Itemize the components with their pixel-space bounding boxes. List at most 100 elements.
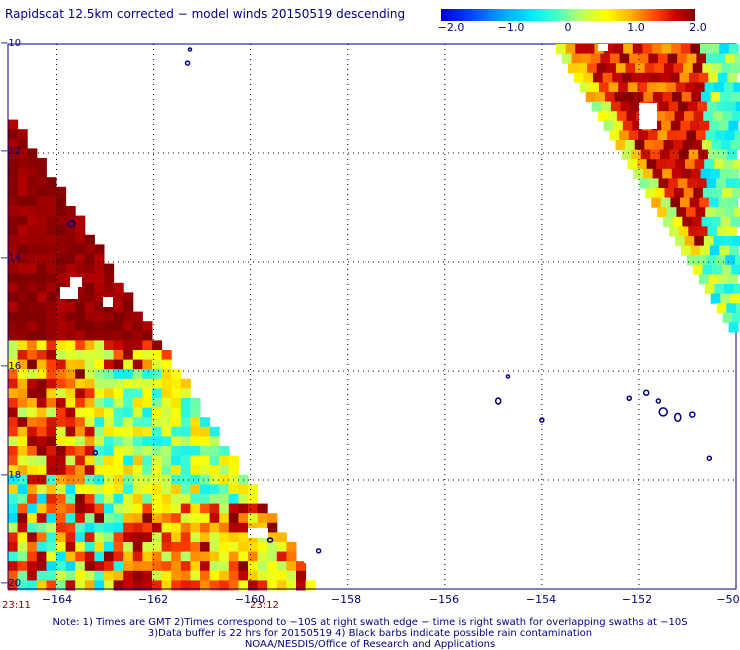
swath-cell bbox=[8, 551, 19, 562]
swath-cell bbox=[684, 236, 695, 247]
swath-cell bbox=[65, 532, 76, 543]
swath-cell bbox=[716, 303, 727, 314]
swath-cell bbox=[113, 340, 124, 351]
swath-cell bbox=[17, 177, 28, 188]
swath-cell bbox=[190, 465, 201, 476]
swath-cell bbox=[142, 378, 153, 389]
swath-cell bbox=[305, 580, 316, 591]
swath-cell bbox=[104, 570, 115, 581]
swath-cell bbox=[701, 216, 712, 227]
swath-cell bbox=[94, 350, 105, 361]
swath-cell bbox=[8, 158, 19, 169]
swath-cell bbox=[36, 206, 47, 217]
swath-cell bbox=[238, 561, 249, 572]
swath-cell bbox=[152, 398, 163, 409]
swath-cell bbox=[238, 503, 249, 514]
swath-cell bbox=[56, 273, 67, 284]
swath-cell bbox=[591, 101, 602, 112]
swath-cell bbox=[46, 513, 57, 524]
swath-cell bbox=[590, 53, 601, 64]
swath-cell bbox=[180, 474, 191, 485]
swath-cell bbox=[666, 207, 677, 218]
swath-cell bbox=[190, 542, 201, 553]
swath-cell bbox=[571, 53, 582, 64]
swath-cell bbox=[27, 311, 38, 322]
swath-cell bbox=[720, 293, 731, 304]
swath-cell bbox=[132, 417, 143, 428]
swath-cell bbox=[8, 436, 19, 447]
swath-cell bbox=[56, 263, 67, 274]
swath-cell bbox=[17, 340, 28, 351]
swath-cell bbox=[8, 570, 19, 581]
swath-cell bbox=[267, 580, 278, 591]
swath-cell bbox=[113, 359, 124, 370]
swath-cell bbox=[687, 101, 698, 112]
swath-cell bbox=[717, 226, 728, 237]
swath-cell bbox=[694, 159, 705, 170]
swath-cell bbox=[615, 63, 627, 74]
swath-cell bbox=[94, 455, 105, 466]
swath-cell bbox=[726, 226, 737, 237]
swath-cell bbox=[180, 532, 191, 543]
swath-cell bbox=[597, 111, 608, 122]
swath-cell bbox=[584, 44, 595, 55]
swath-cell bbox=[152, 378, 163, 389]
swath-cell bbox=[84, 417, 95, 428]
swath-cell bbox=[123, 311, 134, 322]
swath-cell bbox=[660, 197, 671, 208]
swath-cell bbox=[152, 542, 163, 553]
swath-cell bbox=[209, 580, 220, 591]
swath-cell bbox=[706, 178, 717, 189]
swath-cell bbox=[248, 551, 259, 562]
swath-cell bbox=[27, 561, 38, 572]
swath-cell bbox=[27, 388, 38, 399]
time-stamp: 23:11 bbox=[2, 600, 31, 611]
swath-cell bbox=[123, 561, 134, 572]
swath-cell bbox=[8, 244, 19, 255]
swath-cell bbox=[94, 503, 105, 514]
swath-cell bbox=[46, 225, 57, 236]
swath-cell bbox=[642, 44, 653, 55]
swath-cell bbox=[656, 159, 667, 170]
swath-cell bbox=[27, 282, 38, 293]
swath-cell bbox=[132, 551, 143, 562]
swath-cell bbox=[84, 369, 95, 380]
swath-cell bbox=[219, 455, 230, 466]
swath-cell bbox=[65, 398, 76, 409]
swath-cell bbox=[75, 234, 86, 245]
swath-cell bbox=[27, 494, 38, 505]
swath-cell bbox=[132, 455, 143, 466]
swath-cell bbox=[46, 570, 57, 581]
swath-cell bbox=[75, 407, 86, 418]
swath-cell bbox=[65, 321, 76, 332]
swath-cell bbox=[200, 570, 211, 581]
swath-cell bbox=[724, 284, 735, 295]
island-outline bbox=[266, 537, 274, 543]
swath-cell bbox=[17, 254, 28, 265]
swath-cell bbox=[621, 149, 632, 160]
swath-cell bbox=[27, 522, 38, 533]
swath-cell bbox=[715, 130, 726, 141]
swath-cell bbox=[56, 330, 67, 341]
swath-cell bbox=[639, 178, 650, 189]
swath-cell bbox=[676, 130, 687, 141]
swath-cell bbox=[276, 570, 287, 581]
swath-cell bbox=[180, 570, 191, 581]
swath-cell bbox=[94, 311, 105, 322]
swath-cell bbox=[585, 92, 596, 103]
swath-cell bbox=[104, 330, 115, 341]
missing-data-gap bbox=[248, 528, 268, 538]
lon-label: −152 bbox=[621, 593, 653, 606]
swath-cell bbox=[722, 312, 733, 323]
swath-cell bbox=[238, 542, 249, 553]
swath-cell bbox=[257, 551, 268, 562]
swath-cell bbox=[132, 378, 143, 389]
swath-cell bbox=[180, 494, 191, 505]
swath-cell bbox=[8, 206, 19, 217]
swath-cell bbox=[719, 44, 730, 55]
swath-cell bbox=[161, 417, 172, 428]
swath-cell bbox=[647, 130, 659, 141]
swath-cell bbox=[17, 282, 28, 293]
swath-cell bbox=[123, 436, 134, 447]
swath-cell bbox=[142, 570, 153, 581]
